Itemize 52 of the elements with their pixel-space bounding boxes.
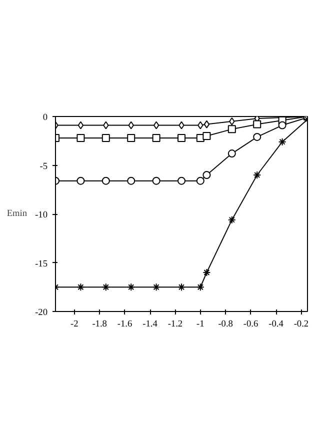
point [127, 283, 136, 292]
x-tick-label: -1 [196, 320, 205, 330]
point [204, 120, 210, 128]
point [178, 121, 184, 130]
point [202, 268, 211, 276]
point [228, 150, 236, 158]
point [102, 134, 110, 142]
x-tick-label: -1.2 [168, 320, 183, 330]
point [229, 117, 235, 126]
y-axis-title: Emin [6, 209, 28, 219]
point [278, 121, 286, 130]
point [128, 121, 134, 130]
point [253, 120, 262, 128]
x-tick-label: -1.6 [117, 320, 133, 330]
point [196, 283, 204, 292]
y-tick-label: -10 [35, 210, 48, 220]
x-tick-label: -2 [70, 320, 79, 330]
point [253, 132, 262, 141]
point [78, 121, 84, 130]
point [103, 121, 109, 130]
y-tick-label: -5 [40, 162, 48, 172]
point [253, 171, 262, 179]
point [202, 132, 211, 140]
point [76, 134, 85, 142]
point [76, 283, 85, 292]
y-tick-label: -15 [35, 259, 48, 270]
point [102, 283, 110, 292]
point [178, 134, 186, 142]
point [152, 283, 160, 292]
point [152, 134, 160, 142]
point [198, 121, 204, 130]
point [153, 121, 160, 130]
point [196, 176, 204, 185]
point [127, 176, 136, 185]
point [178, 176, 186, 185]
x-tick-label: -1.4 [142, 320, 158, 330]
y-tick-label: 0 [42, 113, 48, 123]
x-tick-label: -0.8 [218, 320, 234, 330]
point [127, 134, 136, 142]
y-tick-label: -20 [35, 308, 48, 318]
point [102, 176, 110, 185]
point [278, 138, 286, 146]
x-tick-label: -0.4 [268, 320, 284, 330]
x-tick-label: -1.8 [92, 320, 108, 330]
point [76, 176, 85, 185]
x-tick-label: -0.6 [243, 320, 259, 330]
point [228, 216, 236, 224]
point [228, 125, 236, 134]
point [152, 176, 160, 185]
x-tick-label: -0.2 [294, 320, 309, 330]
point [178, 283, 186, 292]
point [202, 171, 211, 179]
